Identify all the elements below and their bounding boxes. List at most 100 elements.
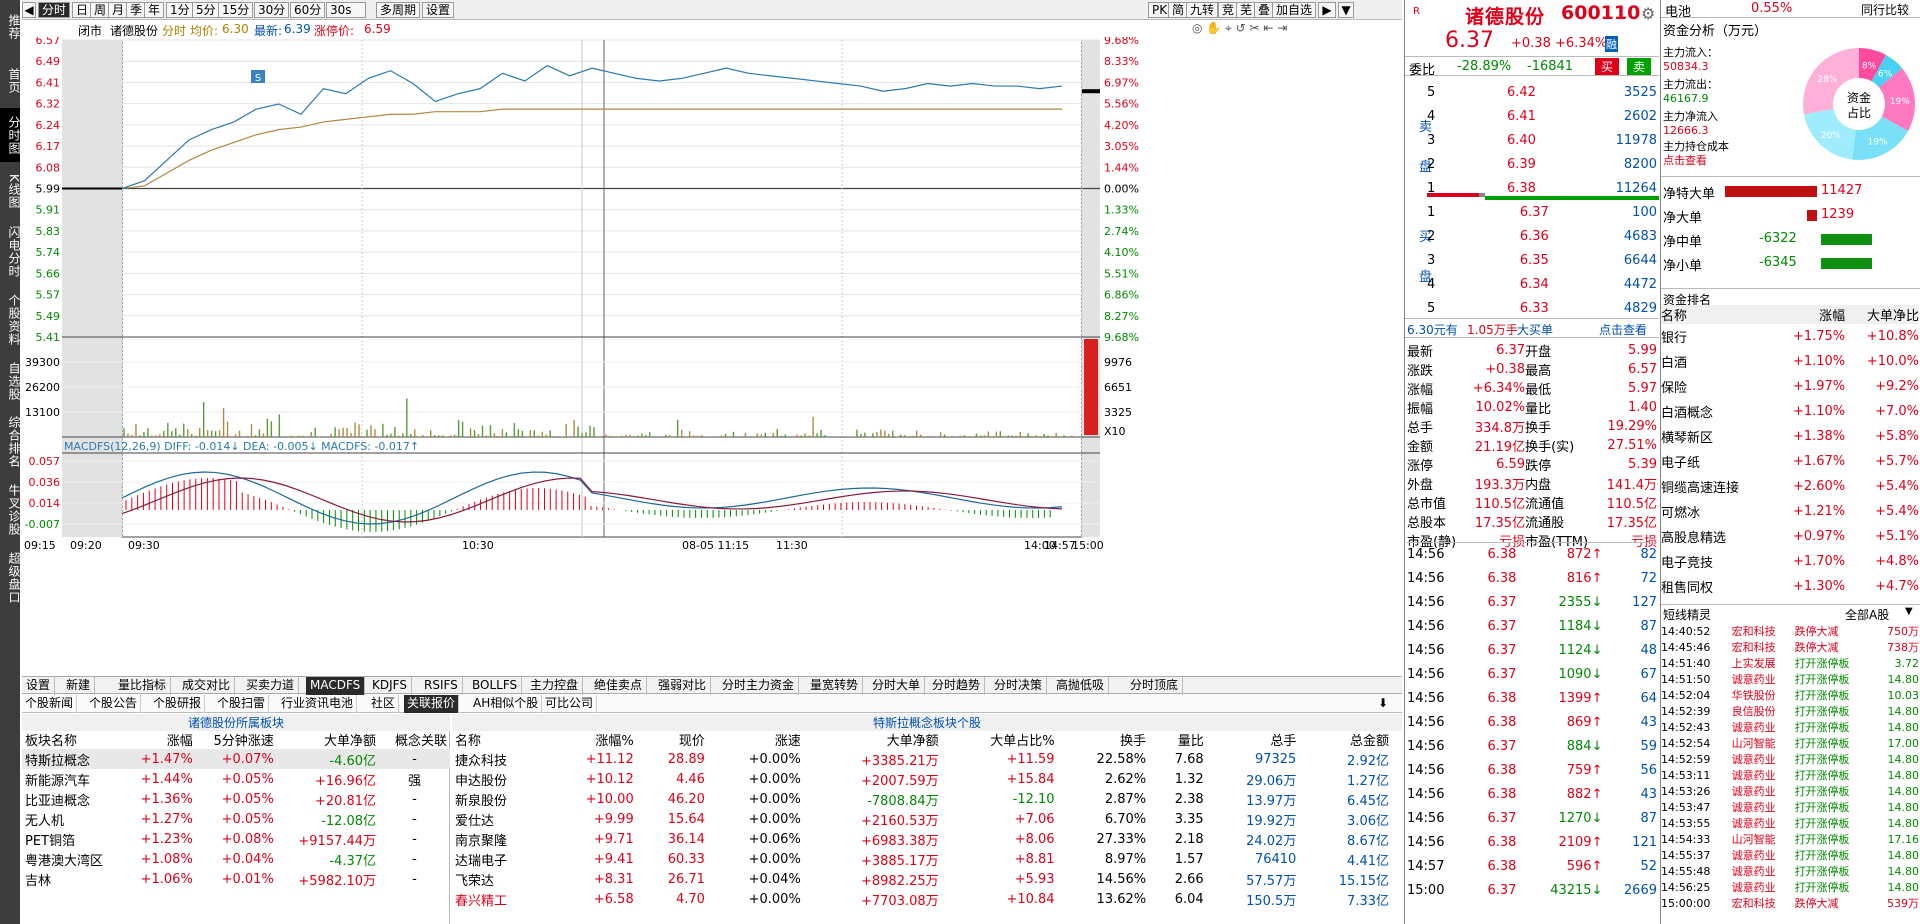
rank-row[interactable]: 铜缆高速连接 +2.60% +5.4% [1661,474,1919,499]
concept-header-2[interactable]: 现价 [678,734,705,749]
concept-row[interactable]: 申达股份 +10.12 4.46 +0.00% +2007.59万 +15.84 2.62%… [452,769,1392,789]
sector-header-2[interactable]: 5分钟涨速 [213,734,274,749]
nav-home[interactable]: 首页 [7,68,21,94]
tab-day[interactable]: 日 [72,2,93,18]
rank-row[interactable]: 银行 +1.75% +10.8% [1661,324,1919,349]
concept-header-0[interactable]: 名称 [455,734,482,749]
orderbook-row[interactable]: 1 6.37 100 [1427,200,1657,224]
tab-year[interactable]: 年 [144,2,165,18]
sell-button[interactable]: 卖 [1627,58,1652,75]
tab-quarter[interactable]: 季 [126,2,147,18]
indicator-kdjfs[interactable]: KDJFS [368,677,412,695]
concept-row[interactable]: 新泉股份 +10.00 46.20 +0.00% -7808.84万 -12.10 2.87… [452,789,1392,809]
tab-60min[interactable]: 60分 [290,2,326,18]
orderbook-row[interactable]: 3 6.35 6644 [1427,248,1657,272]
nav-flash[interactable]: 闪电分时 [7,226,21,278]
sprite-row[interactable]: 14:55:48 诚意药业 打开涨停板 14.80 [1661,863,1919,879]
sprite-row[interactable]: 14:53:26 诚意药业 打开涨停板 14.80 [1661,783,1919,799]
sector-header-3[interactable]: 大单净额 [324,734,377,749]
tab-month[interactable]: 月 [108,2,129,18]
sprite-row[interactable]: 14:52:39 良信股份 打开涨停板 14.80 [1661,703,1919,719]
sprite-row[interactable]: 14:52:04 华铁股份 打开涨停板 10.03 [1661,687,1919,703]
prev-icon[interactable]: ◀ [22,2,36,18]
concept-header-8[interactable]: 总手 [1270,734,1297,749]
orderbook-row[interactable]: 2 6.39 8200 [1427,152,1657,176]
concept-header-7[interactable]: 量比 [1177,734,1204,749]
indicator-macdfs[interactable]: MACDFS [306,677,366,695]
timeshare-chart[interactable]: 6.57 6.49 6.41 6.32 6.24 6.17 6.08 5.99 5.91 5.83… [22,37,1402,669]
nav-ranking[interactable]: 综合排名 [7,416,21,468]
rank-header-0[interactable]: 名称 [1661,309,1688,324]
tab-ah-similar[interactable]: AH相似个股 [470,695,543,713]
indicator-bigorder[interactable]: 分时大单 [868,677,926,695]
sector-header-0[interactable]: 板块名称 [25,734,78,749]
indicator-settings[interactable]: 设置 [22,677,56,695]
concept-row[interactable]: 飞荣达 +8.31 26.71 +0.04% +8982.25万 +5.93 14.56% 2… [452,869,1392,889]
chart-tool-icons[interactable]: ◎ ✋ ⌖ ↺ ✂ ⇤ ⇥ [1192,21,1288,35]
nav-timeshare[interactable]: 分时图 [0,108,21,162]
download-icon[interactable]: ⬇ [1378,696,1389,710]
orderbook-row[interactable]: 1 6.38 11264 [1427,176,1657,200]
filter-dropdown-icon[interactable]: ▼ [1905,606,1913,617]
indicator-topbottom[interactable]: 分时顶底 [1126,677,1184,695]
sprite-filter[interactable]: 全部A股 [1845,608,1890,622]
sprite-row[interactable]: 14:53:55 诚意药业 打开涨停板 14.80 [1661,815,1919,831]
orderbook-row[interactable]: 5 6.42 3525 [1427,80,1657,104]
orderbook-row[interactable]: 5 6.33 4829 [1427,296,1657,320]
sector-row[interactable]: 特斯拉概念 +1.47% +0.07% -4.60亿 - [22,749,450,769]
rank-row[interactable]: 租售同权 +1.30% +4.7% [1661,574,1919,599]
btn-simple[interactable]: 简 [1168,2,1189,18]
rank-header-2[interactable]: 大单净比 [1866,309,1919,324]
sprite-row[interactable]: 14:40:52 宏和科技 跌停大减 750万 [1661,623,1919,639]
sector-row[interactable]: 无人机 +1.27% +0.05% -12.08亿 - [22,809,450,829]
tab-30s[interactable]: 30s [326,2,366,18]
btn-hua[interactable]: 芜 [1236,2,1257,18]
btn-add-watch[interactable]: 加自选 [1272,2,1317,18]
tab-settings[interactable]: 设置 [422,2,455,18]
tab-week[interactable]: 周 [90,2,111,18]
nav-recommend[interactable]: 推荐 [7,14,21,40]
rank-row[interactable]: 高股息精选 +0.97% +5.1% [1661,524,1919,549]
sprite-row[interactable]: 15:00:00 宏和科技 跌停大减 539万 [1661,895,1919,911]
tab-timeshare[interactable]: 分时 [38,2,71,18]
peer-compare-link[interactable]: 同行比较 [1861,3,1910,17]
rank-row[interactable]: 白酒 +1.10% +10.0% [1661,349,1919,374]
sprite-row[interactable]: 14:51:50 诚意药业 打开涨停板 14.80 [1661,671,1919,687]
gear-icon[interactable]: ⚙ [1641,4,1656,23]
sector-header-4[interactable]: 概念关联 [394,734,447,749]
sector-row[interactable]: PET铜箔 +1.23% +0.08% +9157.44万 - [22,829,450,849]
tab-related-quote[interactable]: 关联报价 [404,695,460,713]
sector-row[interactable]: 粤港澳大湾区 +1.08% +0.04% -4.37亿 - [22,849,450,869]
sprite-row[interactable]: 14:53:47 诚意药业 打开涨停板 14.80 [1661,799,1919,815]
indicator-new[interactable]: 新建 [62,677,96,695]
rank-row[interactable]: 白酒概念 +1.10% +7.0% [1661,399,1919,424]
concept-header-6[interactable]: 换手 [1120,734,1147,749]
concept-header-5[interactable]: 大单占比% [990,734,1055,749]
nav-kline[interactable]: K线图 [7,173,21,209]
indicator-decision[interactable]: 分时决策 [990,677,1048,695]
tab-multi-period[interactable]: 多周期 [376,2,421,18]
dropdown-icon[interactable]: ▼ [1338,2,1354,18]
indicator-strength[interactable]: 强弱对比 [654,677,712,695]
concept-header-4[interactable]: 大单净额 [886,734,939,749]
rank-row[interactable]: 横琴新区 +1.38% +5.8% [1661,424,1919,449]
orderbook-row[interactable]: 4 6.34 4472 [1427,272,1657,296]
concept-row[interactable]: 春兴精工 +6.58 4.70 +0.00% +7703.08万 +10.84 13.62%… [452,889,1392,909]
indicator-trend-switch[interactable]: 量宽转势 [806,677,864,695]
btn-ninepoint[interactable]: 九转 [1186,2,1219,18]
tab-notice[interactable]: 个股公告 [86,695,142,713]
indicator-highlow[interactable]: 高抛低吸 [1052,677,1110,695]
fund-view-link[interactable]: 点击查看 [1663,154,1707,167]
tab-5min[interactable]: 5分 [192,2,220,18]
tab-1min[interactable]: 1分 [166,2,194,18]
indicator-trend[interactable]: 分时趋势 [928,677,986,695]
concept-header-3[interactable]: 涨速 [774,734,801,749]
rank-row[interactable]: 可燃冰 +1.21% +5.4% [1661,499,1919,524]
orderbook-row[interactable]: 2 6.36 4683 [1427,224,1657,248]
concept-row[interactable]: 南京聚隆 +9.71 36.14 +0.06% +6983.38万 +8.06 27.33%… [452,829,1392,849]
tab-news[interactable]: 个股新闻 [22,695,78,713]
tab-report[interactable]: 个股研报 [150,695,206,713]
tab-15min[interactable]: 15分 [218,2,254,18]
indicator-rsifs[interactable]: RSIFS [420,677,463,695]
nav-profile[interactable]: 个股资料 [7,294,21,346]
